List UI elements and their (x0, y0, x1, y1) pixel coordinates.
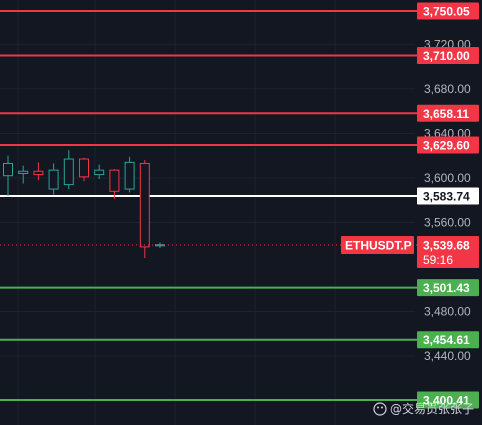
watermark-icon (373, 402, 387, 416)
watermark-icon-eye-right (381, 406, 383, 409)
level-tag-label: 3,400.41 (423, 394, 470, 408)
y-tick-label: 3,440.00 (424, 349, 471, 363)
level-tag-label: 3,629.60 (423, 139, 470, 153)
symbol-tag (341, 236, 414, 255)
candle-body (139, 162, 150, 248)
candle-body (79, 158, 89, 178)
candle-body (33, 170, 44, 176)
level-tag-label: 3,750.05 (423, 5, 470, 19)
y-tick-label: 3,600.00 (424, 171, 471, 185)
candle-body (124, 161, 135, 190)
watermark: @交易员张张子 (373, 401, 474, 416)
candle-body (63, 158, 74, 186)
watermark-icon-eye-left (377, 406, 379, 409)
candles (3, 150, 165, 259)
grid (0, 0, 415, 425)
y-tick-label: 3,680.00 (424, 82, 471, 96)
current-price-tag (417, 236, 479, 269)
candle-body (3, 162, 13, 177)
level-tag (417, 279, 479, 297)
y-tick-label: 3,560.00 (424, 215, 471, 229)
level-tag (417, 2, 479, 20)
y-tick-label: 3,480.00 (424, 304, 471, 318)
level-tag-label: 3,501.43 (423, 281, 470, 295)
level-tag-label: 3,583.74 (423, 190, 470, 204)
current-price-label: 3,539.68 (423, 239, 470, 253)
watermark-text: @交易员张张子 (390, 401, 474, 416)
level-tag (417, 391, 479, 409)
level-tag (417, 104, 479, 122)
level-tag (417, 136, 479, 154)
level-tag-label: 3,454.61 (423, 333, 470, 347)
candle-body (109, 169, 120, 192)
level-lines[interactable]: 3,750.05 3,710.00 3,658.11 3,629.60 3,583.74… (0, 2, 479, 409)
level-tag-label: 3,658.11 (423, 107, 469, 121)
symbol-label: ETHUSDT.P (345, 239, 412, 253)
candle-body (48, 169, 59, 190)
candle-body (18, 170, 29, 174)
candle-body (94, 169, 105, 176)
countdown-label: 59:16 (423, 253, 453, 267)
level-tag (417, 331, 479, 349)
level-tag-label: 3,710.00 (423, 49, 470, 63)
level-tag (417, 47, 479, 65)
level-tag (417, 187, 479, 205)
